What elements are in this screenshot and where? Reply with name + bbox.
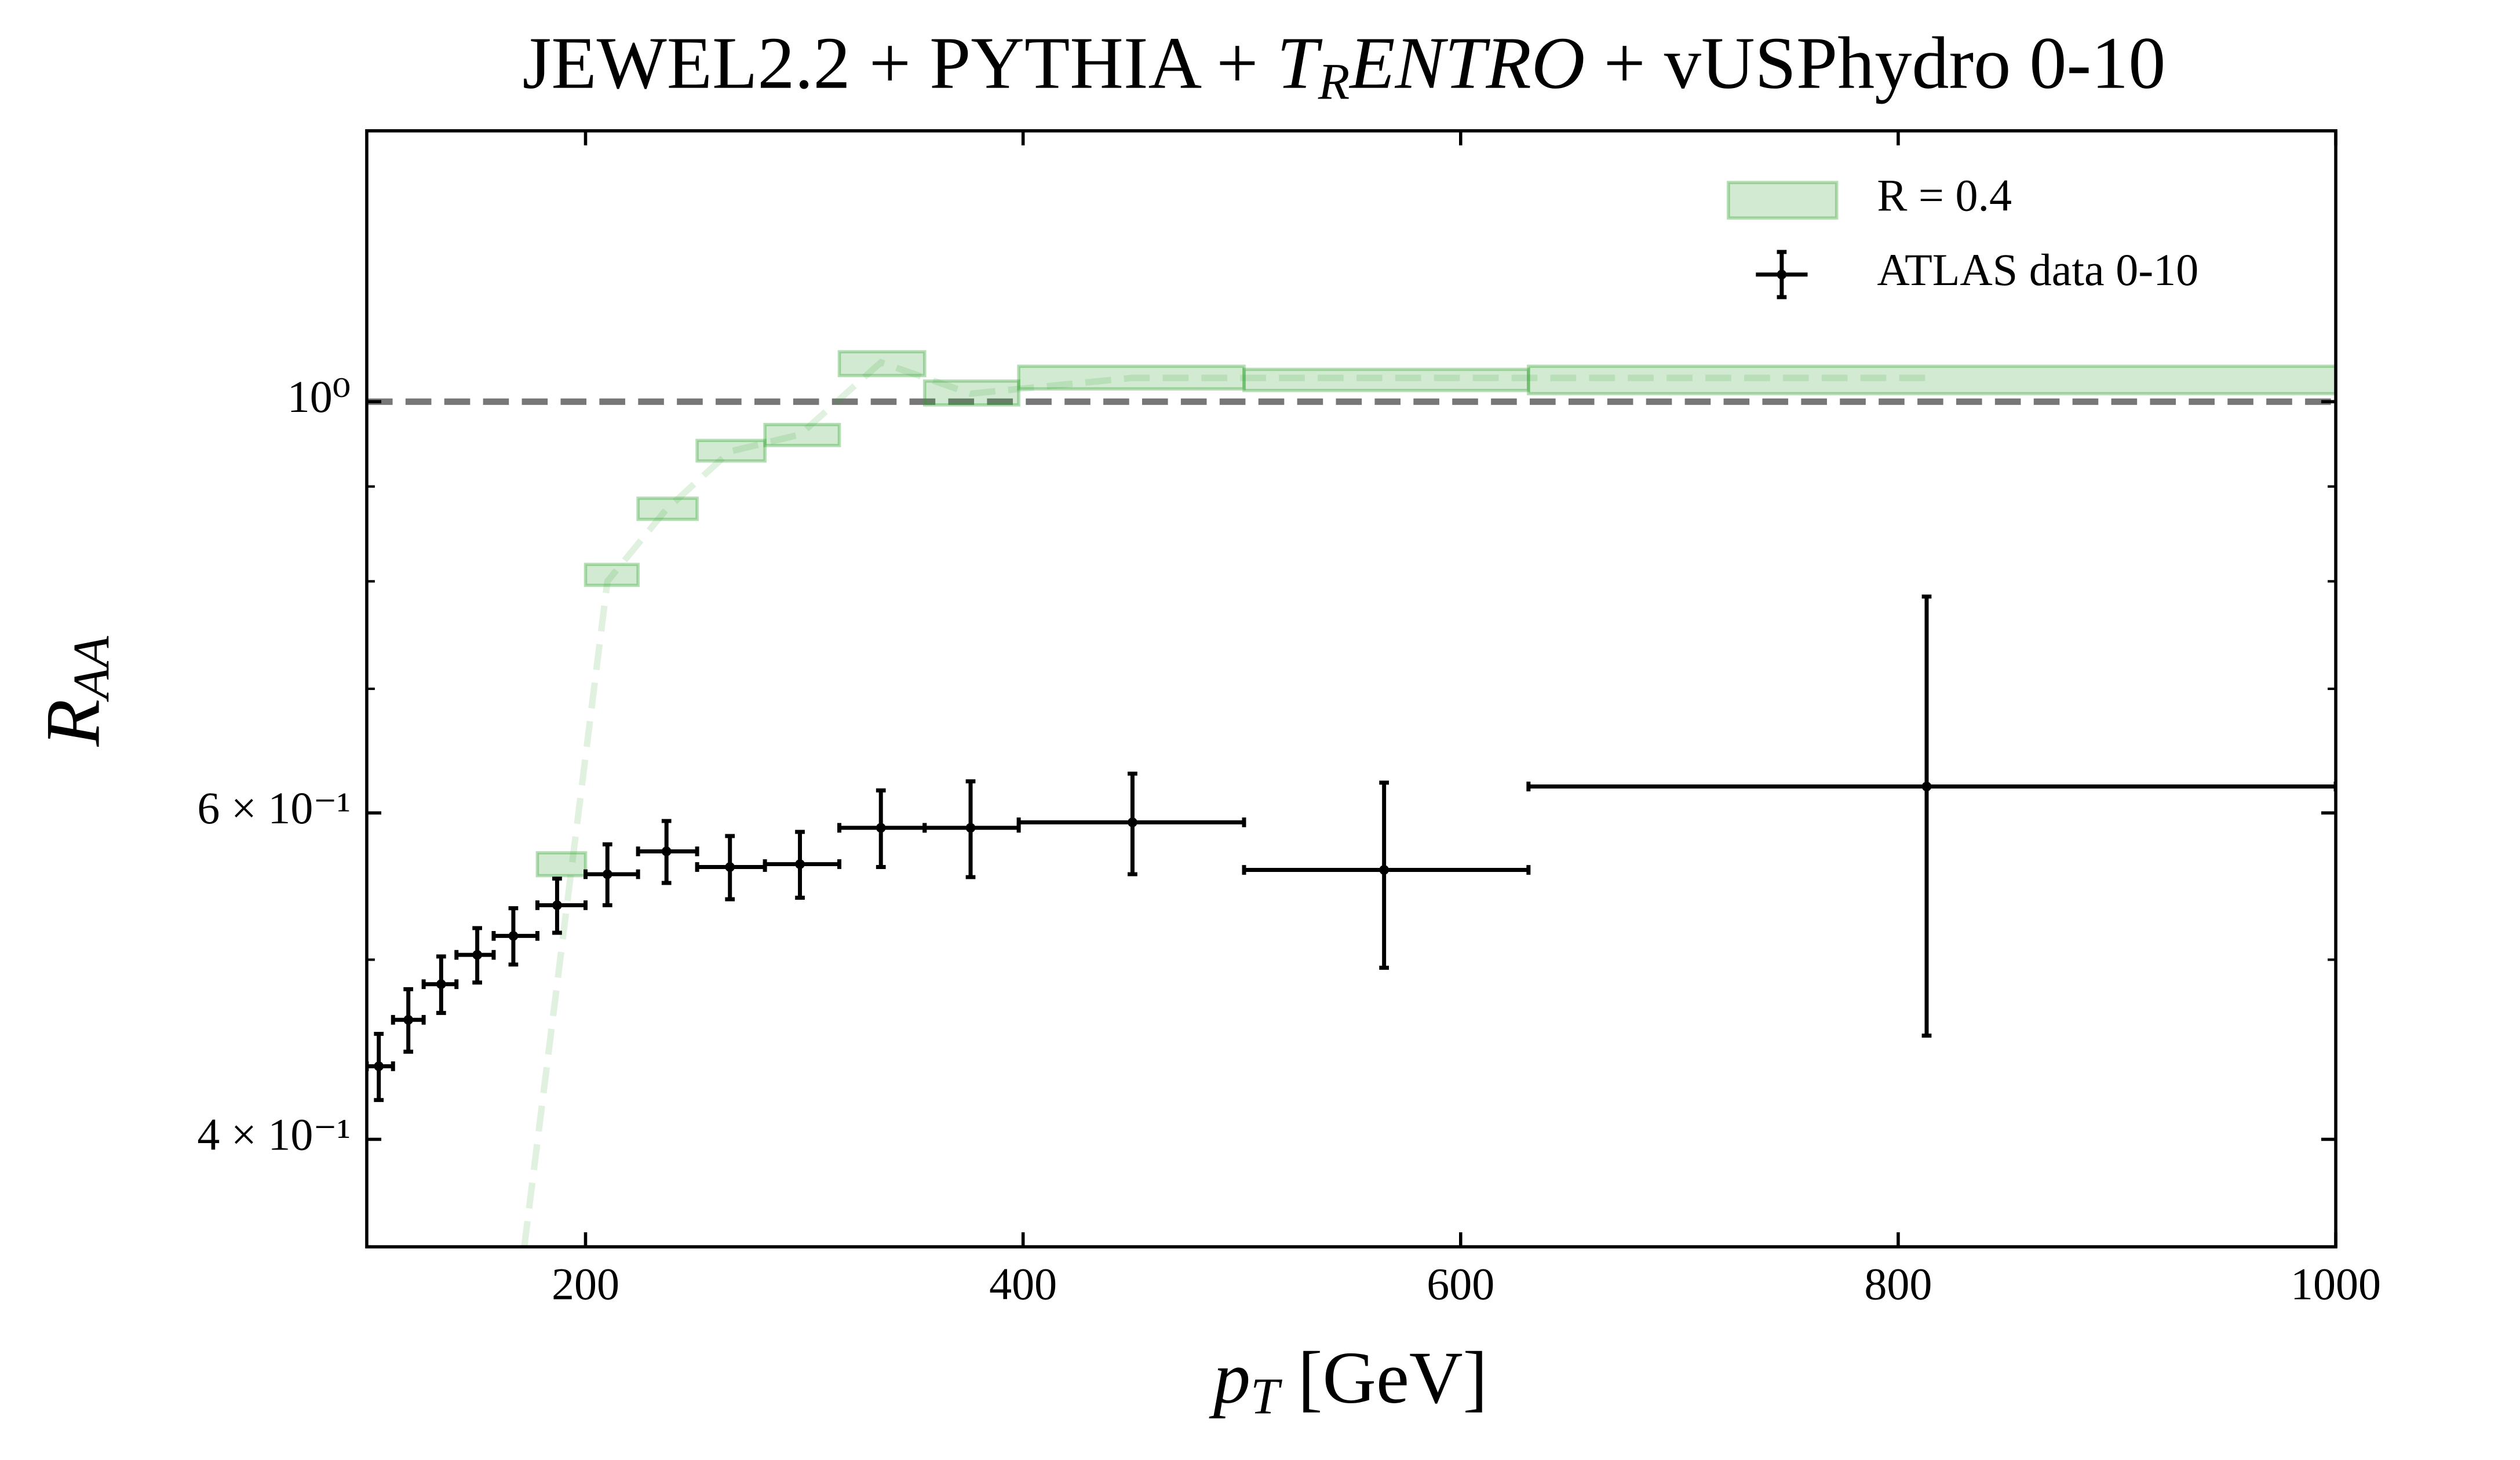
legend: R = 0.4 ATLAS data 0-10 — [1727, 170, 2198, 300]
label-part: [GeV] — [1279, 1337, 1488, 1419]
data-point — [1379, 865, 1389, 875]
y-tick-label: 6 × 10⁻¹ — [197, 783, 351, 833]
model-band — [763, 422, 841, 447]
x-error-bar — [1526, 782, 2336, 791]
legend-swatch — [1727, 181, 1839, 220]
x-tick-label: 1000 — [2291, 1258, 2381, 1309]
model-curve — [521, 359, 1927, 1247]
model-band — [837, 350, 927, 377]
y-error-bar — [1379, 780, 1389, 970]
label-part: T — [1250, 1368, 1282, 1425]
data-point — [436, 979, 446, 990]
data-point — [472, 950, 482, 960]
model-band — [583, 563, 640, 587]
x-tick-label: 800 — [1864, 1258, 1932, 1309]
y-tick-label: 10⁰ — [287, 371, 351, 422]
y-tick-label: 4 × 10⁻¹ — [197, 1109, 351, 1159]
x-tick-label: 600 — [1427, 1258, 1494, 1309]
data-point — [403, 1014, 414, 1025]
data-point — [725, 862, 735, 872]
data-point — [661, 846, 672, 856]
plot-frame — [365, 129, 2337, 1249]
label-part: R — [30, 699, 115, 747]
data-point — [876, 823, 886, 833]
data-point — [552, 900, 562, 910]
title-part: ENTRO — [1348, 22, 1585, 104]
y-axis-label: RAA — [30, 636, 121, 747]
model-band — [535, 851, 588, 878]
title-part: + vUSPhydro 0-10 — [1585, 22, 2165, 104]
legend-label: R = 0.4 — [1877, 170, 2012, 221]
legend-swatch-dot — [1777, 269, 1787, 280]
x-tick-label: 200 — [552, 1258, 619, 1309]
plot-area — [366, 350, 2336, 1247]
legend-label: ATLAS data 0-10 — [1877, 244, 2198, 295]
x-axis-label: pT [GeV] — [1209, 1337, 1487, 1425]
data-point — [374, 1061, 384, 1071]
data-point — [602, 869, 612, 879]
model-band — [1242, 367, 1530, 392]
title-part: R — [1318, 54, 1350, 111]
data-point — [795, 859, 805, 869]
model-band — [922, 379, 1020, 407]
y-error-bar — [1921, 594, 1932, 1038]
x-tick-label: 400 — [989, 1258, 1057, 1309]
title-part: T — [1277, 22, 1323, 104]
title-part: JEWEL2.2 + PYTHIA + — [523, 22, 1277, 104]
data-point — [1921, 782, 1932, 791]
data-point — [965, 823, 976, 833]
model-band — [1527, 364, 2336, 396]
chart-title: JEWEL2.2 + PYTHIA + TRENTRO + vUSPhydro … — [523, 22, 2166, 111]
label-part: p — [1209, 1337, 1250, 1419]
model-band — [695, 439, 767, 463]
data-point — [1128, 817, 1137, 827]
label-part: AA — [64, 636, 121, 702]
data-point — [508, 931, 519, 941]
model-band — [636, 497, 699, 521]
model-band — [1017, 364, 1246, 391]
